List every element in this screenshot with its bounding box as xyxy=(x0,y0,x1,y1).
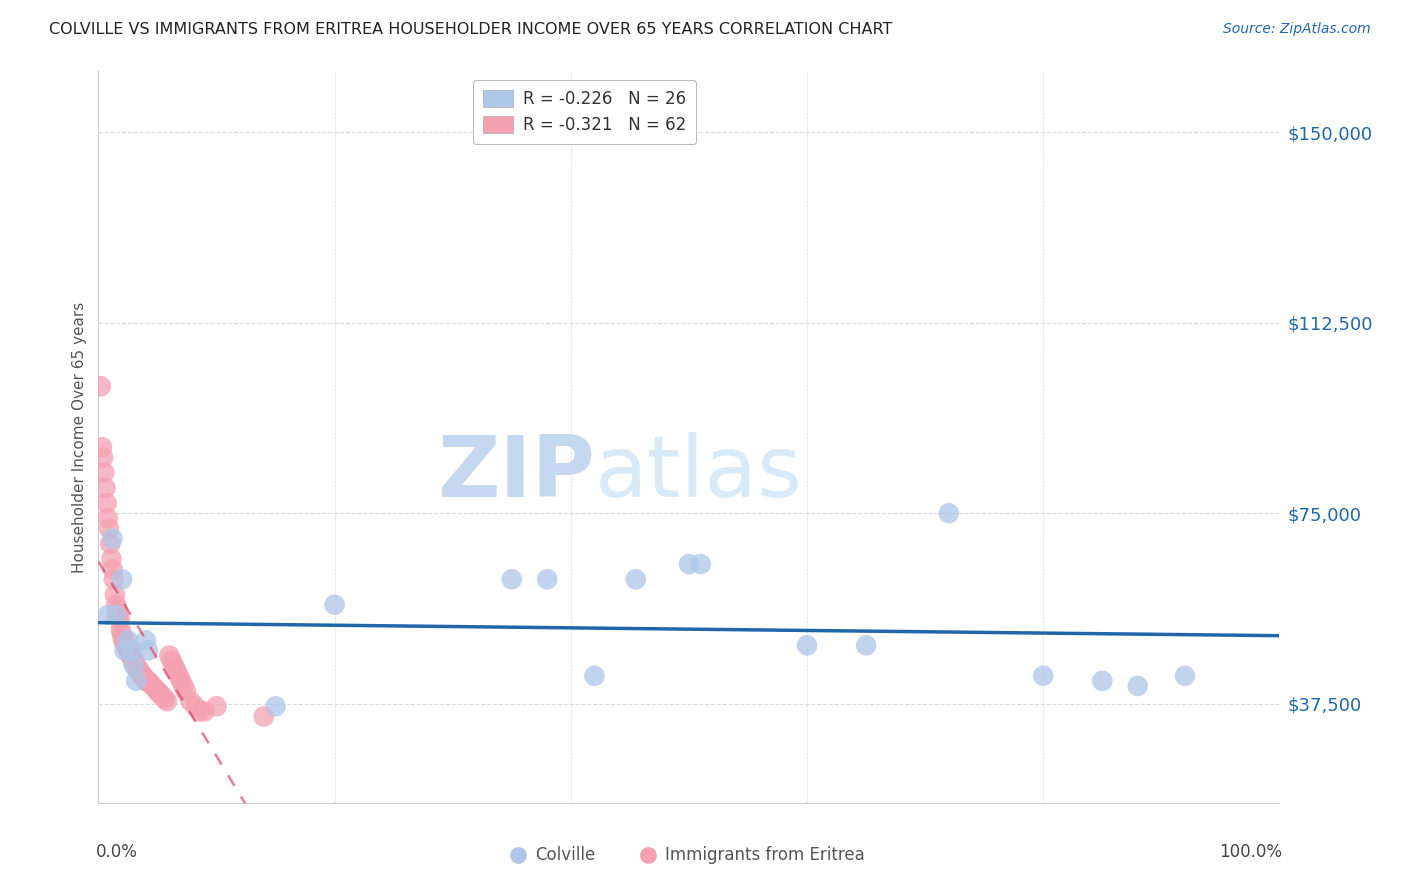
Text: Source: ZipAtlas.com: Source: ZipAtlas.com xyxy=(1223,22,1371,37)
Point xyxy=(146,684,169,698)
Point xyxy=(855,638,877,652)
Point xyxy=(938,506,960,520)
Point xyxy=(121,648,143,663)
Point xyxy=(167,669,190,683)
Point xyxy=(1126,679,1149,693)
Point xyxy=(103,572,125,586)
Point xyxy=(170,673,193,688)
Point xyxy=(96,496,118,510)
Point xyxy=(93,466,115,480)
Point xyxy=(135,633,157,648)
Text: Colville: Colville xyxy=(536,847,596,864)
Point xyxy=(536,572,558,586)
Point xyxy=(97,511,120,525)
Point xyxy=(156,694,179,708)
Text: COLVILLE VS IMMIGRANTS FROM ERITREA HOUSEHOLDER INCOME OVER 65 YEARS CORRELATION: COLVILLE VS IMMIGRANTS FROM ERITREA HOUS… xyxy=(49,22,893,37)
Point xyxy=(132,669,155,683)
Point xyxy=(253,709,276,723)
Point xyxy=(104,588,127,602)
Point xyxy=(90,379,112,393)
Point xyxy=(117,643,139,657)
Point xyxy=(160,654,183,668)
Point xyxy=(97,607,120,622)
Point xyxy=(583,669,606,683)
Point xyxy=(128,664,150,678)
Point xyxy=(194,705,217,719)
Point xyxy=(796,638,818,652)
Point xyxy=(135,673,157,688)
Point xyxy=(122,658,145,673)
Point xyxy=(501,572,523,586)
Point xyxy=(264,699,287,714)
Point xyxy=(118,643,141,657)
Point xyxy=(101,532,124,546)
Point xyxy=(205,699,228,714)
Point xyxy=(188,705,211,719)
Point xyxy=(136,673,159,688)
Point xyxy=(111,628,134,642)
Point xyxy=(122,654,145,668)
Point xyxy=(121,654,143,668)
Point xyxy=(125,673,148,688)
Point xyxy=(114,638,136,652)
Point xyxy=(1032,669,1054,683)
Point xyxy=(174,684,197,698)
Point xyxy=(108,613,131,627)
Point xyxy=(134,671,156,685)
Point xyxy=(143,681,166,696)
Point xyxy=(128,664,150,678)
Text: atlas: atlas xyxy=(595,432,803,516)
Point xyxy=(94,481,117,495)
Point xyxy=(127,661,149,675)
Point xyxy=(180,694,202,708)
Point xyxy=(1091,673,1114,688)
Point xyxy=(105,607,128,622)
Point xyxy=(157,648,180,663)
Point xyxy=(112,643,135,657)
Point xyxy=(139,676,162,690)
Point xyxy=(112,633,135,648)
Point xyxy=(142,679,165,693)
Point xyxy=(150,689,173,703)
Point xyxy=(110,623,132,637)
Point xyxy=(117,633,139,648)
Y-axis label: Householder Income Over 65 years: Householder Income Over 65 years xyxy=(72,301,87,573)
Point xyxy=(112,633,135,648)
Text: 100.0%: 100.0% xyxy=(1219,843,1282,861)
Point xyxy=(149,687,172,701)
Point xyxy=(323,598,346,612)
Point xyxy=(172,679,194,693)
Point xyxy=(1174,669,1197,683)
Legend: R = -0.226   N = 26, R = -0.321   N = 62: R = -0.226 N = 26, R = -0.321 N = 62 xyxy=(472,79,696,145)
Text: Immigrants from Eritrea: Immigrants from Eritrea xyxy=(665,847,865,864)
Point xyxy=(91,440,114,454)
Point xyxy=(624,572,647,586)
Point xyxy=(105,598,128,612)
Point xyxy=(100,552,122,566)
Point xyxy=(184,699,207,714)
Point xyxy=(121,643,143,657)
Point xyxy=(115,638,138,652)
Point xyxy=(101,562,124,576)
Point xyxy=(678,557,700,571)
Point xyxy=(98,521,121,535)
Point xyxy=(91,450,114,465)
Point xyxy=(107,607,129,622)
Point xyxy=(124,656,146,670)
Point xyxy=(165,664,187,678)
Point xyxy=(131,669,153,683)
Point xyxy=(129,666,152,681)
Point xyxy=(136,643,159,657)
Point xyxy=(120,648,142,663)
Point xyxy=(125,658,148,673)
Text: ZIP: ZIP xyxy=(437,432,595,516)
Point xyxy=(98,537,121,551)
Point xyxy=(105,603,128,617)
Text: 0.0%: 0.0% xyxy=(96,843,138,861)
Point xyxy=(153,691,176,706)
Point xyxy=(163,658,186,673)
Point xyxy=(111,572,134,586)
Point xyxy=(689,557,711,571)
